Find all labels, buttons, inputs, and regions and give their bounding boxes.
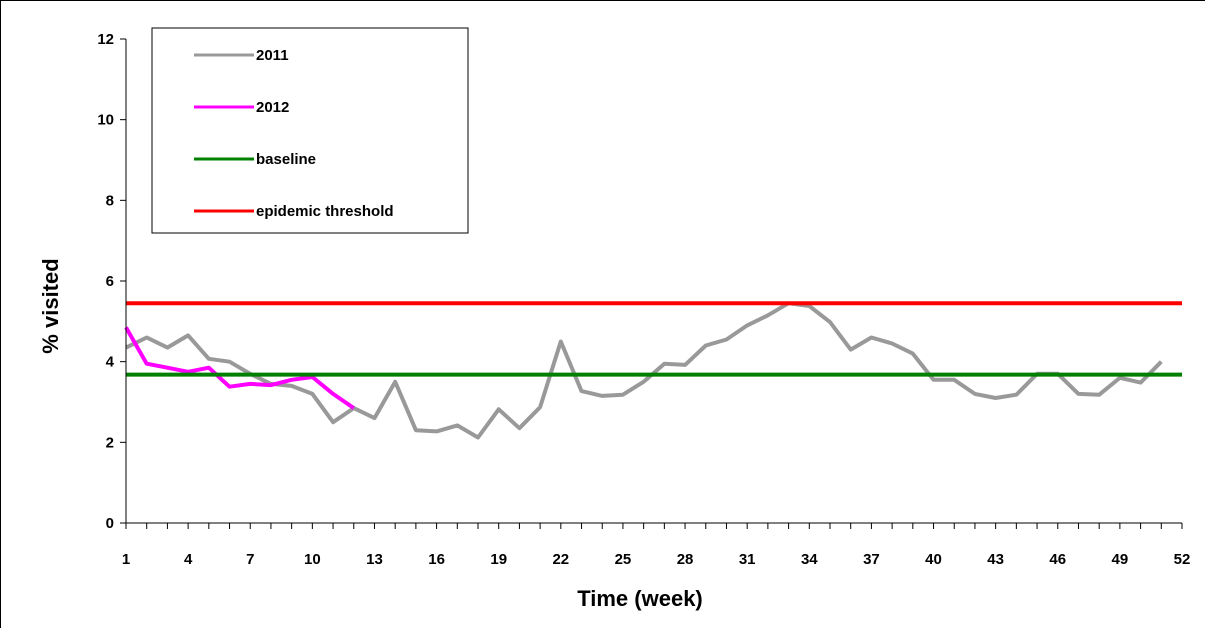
legend-label: 2011 — [256, 47, 289, 64]
series-line-2012 — [124, 326, 355, 410]
x-tick-label: 31 — [739, 551, 756, 568]
legend-box — [151, 27, 469, 234]
y-tick-label: 12 — [97, 31, 114, 48]
y-tick-label: 4 — [106, 354, 115, 371]
x-tick-label: 49 — [1112, 551, 1129, 568]
y-axis-title: % visited — [38, 258, 63, 353]
y-tick-label: 2 — [106, 434, 114, 451]
x-tick-label: 25 — [615, 551, 632, 568]
x-tick-label: 7 — [246, 551, 254, 568]
x-tick-label: 16 — [428, 551, 445, 568]
x-tick-label: 46 — [1049, 551, 1066, 568]
x-axis-title: Time (week) — [577, 586, 703, 611]
plot-lines — [124, 301, 1182, 440]
y-tick-label: 10 — [97, 112, 114, 129]
x-tick-label: 40 — [925, 551, 942, 568]
x-tick-label: 43 — [987, 551, 1004, 568]
x-tick-label: 1 — [122, 551, 130, 568]
legend-label: epidemic threshold — [256, 203, 394, 220]
x-tick-label: 34 — [801, 551, 818, 568]
x-tick-label: 4 — [184, 551, 193, 568]
y-tick-label: 0 — [106, 515, 114, 532]
x-tick-label: 22 — [552, 551, 569, 568]
legend-label: 2012 — [256, 99, 289, 116]
x-tick-label: 13 — [366, 551, 383, 568]
x-tick-label: 28 — [677, 551, 694, 568]
x-tick-label: 19 — [490, 551, 507, 568]
y-tick-label: 6 — [106, 273, 114, 290]
y-tick-label: 8 — [106, 192, 114, 209]
x-tick-label: 52 — [1174, 551, 1191, 568]
series-line-2011 — [125, 301, 1163, 440]
legend-label: baseline — [256, 151, 316, 168]
x-tick-label: 10 — [304, 551, 321, 568]
legend: 2011 2012 baseline epidemic threshold — [151, 27, 469, 234]
x-tick-label: 37 — [863, 551, 880, 568]
